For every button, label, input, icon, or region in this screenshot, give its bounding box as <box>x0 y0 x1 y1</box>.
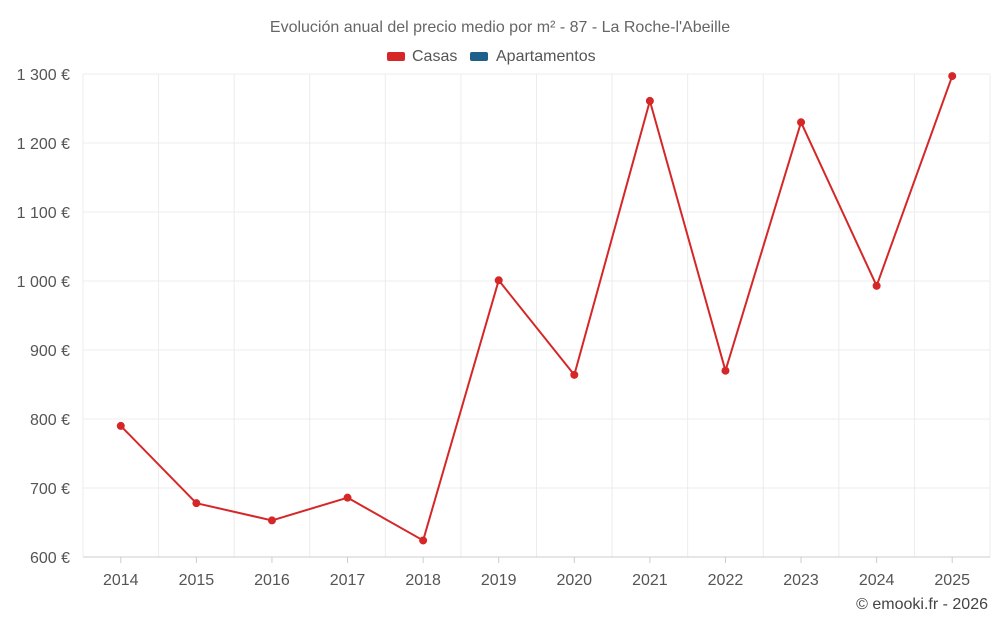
legend-item-apartamentos[interactable]: Apartamentos <box>470 48 596 65</box>
x-tick-label: 2019 <box>481 572 517 589</box>
y-tick-label: 800 € <box>30 412 70 429</box>
data-point-casas-2022[interactable] <box>721 366 730 375</box>
x-tick-label: 2014 <box>103 572 139 589</box>
data-point-casas-2017[interactable] <box>343 493 352 502</box>
data-point-casas-2025[interactable] <box>948 72 957 81</box>
x-tick-label: 2016 <box>254 572 290 589</box>
legend-item-casas[interactable]: Casas <box>387 48 457 65</box>
y-tick-label: 1 000 € <box>17 274 70 291</box>
series-casas <box>116 72 957 545</box>
x-tick-label: 2022 <box>708 572 744 589</box>
data-point-casas-2020[interactable] <box>570 370 579 379</box>
y-tick-label: 600 € <box>30 550 70 567</box>
credit-text: © emooki.fr - 2026 <box>856 596 988 613</box>
data-point-casas-2021[interactable] <box>645 96 654 105</box>
x-tick-label: 2017 <box>330 572 366 589</box>
legend-swatch-apartamentos <box>470 52 488 61</box>
data-point-casas-2023[interactable] <box>797 118 806 127</box>
x-tick-label: 2018 <box>405 572 441 589</box>
x-tick-label: 2024 <box>859 572 895 589</box>
axes: 600 € 700 € 800 € 900 € 1 000 € 1 100 € 1 200 … <box>17 67 990 589</box>
x-tick-label: 2025 <box>934 572 970 589</box>
x-tick-label: 2020 <box>556 572 592 589</box>
data-point-casas-2019[interactable] <box>494 276 503 285</box>
data-point-casas-2024[interactable] <box>872 281 881 290</box>
y-tick-label: 900 € <box>30 343 70 360</box>
chart-title: Evolución anual del precio medio por m² … <box>270 19 730 36</box>
y-tick-label: 1 200 € <box>17 136 70 153</box>
x-tick-label: 2023 <box>783 572 819 589</box>
data-point-casas-2016[interactable] <box>267 516 276 525</box>
legend: Casas Apartamentos <box>387 48 596 65</box>
y-tick-label: 700 € <box>30 481 70 498</box>
x-tick-label: 2021 <box>632 572 668 589</box>
legend-label-apartamentos: Apartamentos <box>496 48 596 65</box>
y-tick-label: 1 100 € <box>17 205 70 222</box>
legend-label-casas: Casas <box>412 48 457 65</box>
data-point-casas-2015[interactable] <box>192 499 201 508</box>
series-line-casas <box>120 75 954 542</box>
data-point-casas-2018[interactable] <box>419 536 428 545</box>
x-tick-label: 2015 <box>179 572 215 589</box>
legend-swatch-casas <box>387 52 405 61</box>
y-tick-label: 1 300 € <box>17 67 70 84</box>
grid <box>82 73 991 558</box>
data-point-casas-2014[interactable] <box>116 421 125 430</box>
